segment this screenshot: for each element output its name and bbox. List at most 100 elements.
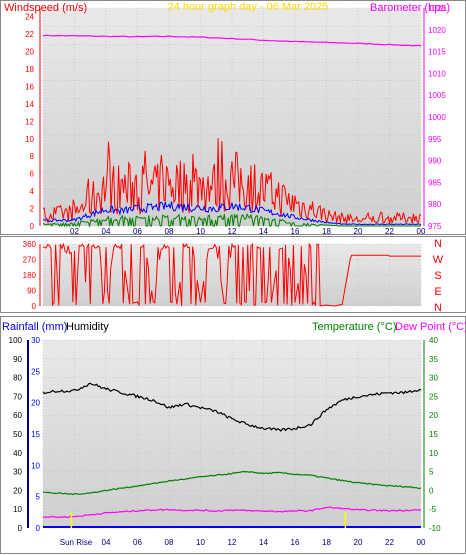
humidity-tick-label: 90 bbox=[13, 355, 22, 364]
panel1-x-tick-label: 12 bbox=[228, 227, 237, 236]
panel1-x-tick-label: 02 bbox=[70, 227, 79, 236]
panel3-x-tick-label: 08 bbox=[165, 538, 174, 547]
direction-tick-label: 90 bbox=[27, 287, 36, 296]
windspeed-tick-label: 18 bbox=[25, 65, 34, 74]
lull-series-line bbox=[42, 212, 421, 228]
temperature-series-line bbox=[42, 470, 422, 496]
panel3-x-tick-label: 18 bbox=[322, 538, 331, 547]
panel3-x-tick-label: Sun Rise bbox=[60, 538, 93, 547]
windspeed-tick-label: 10 bbox=[25, 135, 34, 144]
panel3-x-tick-label: 22 bbox=[385, 538, 394, 547]
barometer-tick-label: 1010 bbox=[428, 69, 446, 78]
direction-compass-label: S bbox=[434, 270, 441, 282]
dewpoint-axis-title: Dew Point (°C) bbox=[395, 321, 466, 333]
humidity-tick-label: 20 bbox=[13, 486, 22, 495]
rainfall-tick-label: 15 bbox=[31, 430, 40, 439]
temperature-tick-label: 20 bbox=[429, 411, 438, 420]
temperature-tick-label: 15 bbox=[429, 430, 438, 439]
windspeed-tick-label: 6 bbox=[30, 170, 35, 179]
panel1-x-tick-label: 00 bbox=[417, 227, 426, 236]
panel3-x-tick-label: 14 bbox=[259, 538, 268, 547]
direction-compass-label: W bbox=[433, 254, 444, 266]
panel1-x-tick-label: 10 bbox=[196, 227, 205, 236]
windspeed-tick-label: 4 bbox=[30, 187, 35, 196]
windspeed-tick-label: 16 bbox=[25, 82, 34, 91]
rainfall-axis-title: Rainfall (mm) bbox=[2, 321, 67, 333]
panel1-x-tick-label: 16 bbox=[291, 227, 300, 236]
barometer-tick-label: 985 bbox=[428, 178, 442, 187]
barometer-tick-label: 1025 bbox=[428, 4, 446, 13]
direction-tick-label: 180 bbox=[23, 271, 37, 280]
rainfall-tick-label: 30 bbox=[31, 336, 40, 345]
humidity-tick-label: 40 bbox=[13, 449, 22, 458]
humidity-series-line bbox=[42, 382, 422, 432]
barometer-tick-label: 975 bbox=[428, 222, 442, 231]
barometer-tick-label: 1020 bbox=[428, 26, 446, 35]
barometer-tick-label: 1015 bbox=[428, 48, 446, 57]
dewpoint-series-line bbox=[42, 506, 422, 519]
windspeed-tick-label: 20 bbox=[25, 48, 34, 57]
panel3-x-tick-label: 04 bbox=[102, 538, 111, 547]
temperature-tick-label: 40 bbox=[429, 336, 438, 345]
windspeed-tick-label: 14 bbox=[25, 100, 34, 109]
humidity-axis-title: Humidity bbox=[66, 321, 109, 333]
panel3-x-tick-label: 12 bbox=[228, 538, 237, 547]
barometer-tick-label: 1005 bbox=[428, 91, 446, 100]
barometer-tick-label: 1000 bbox=[428, 113, 446, 122]
barometer-tick-label: 990 bbox=[428, 157, 442, 166]
windspeed-tick-label: 2 bbox=[30, 205, 35, 214]
humidity-tick-label: 50 bbox=[13, 430, 22, 439]
windspeed-tick-label: 8 bbox=[30, 152, 35, 161]
humidity-tick-label: 80 bbox=[13, 374, 22, 383]
temperature-tick-label: 10 bbox=[429, 449, 438, 458]
panel3-x-tick-label: 16 bbox=[291, 538, 300, 547]
temperature-tick-label: 5 bbox=[429, 468, 434, 477]
average-series-line bbox=[42, 201, 421, 226]
rainfall-tick-label: 0 bbox=[36, 524, 41, 533]
humidity-tick-label: 100 bbox=[9, 336, 23, 345]
panel1-x-tick-label: 20 bbox=[354, 227, 363, 236]
rainfall-tick-label: 5 bbox=[36, 493, 41, 502]
panel1-x-tick-label: 06 bbox=[133, 227, 142, 236]
direction-tick-label: 360 bbox=[23, 240, 37, 249]
panel1-x-tick-label: 04 bbox=[102, 227, 111, 236]
barometer-tick-label: 995 bbox=[428, 135, 442, 144]
panel1-x-tick-label: 22 bbox=[385, 227, 394, 236]
barometer-series-line bbox=[42, 34, 422, 47]
panel3-x-tick-label: 10 bbox=[196, 538, 205, 547]
windspeed-tick-label: 12 bbox=[25, 117, 34, 126]
humidity-tick-label: 30 bbox=[13, 468, 22, 477]
temperature-tick-label: -5 bbox=[429, 505, 437, 514]
rainfall-tick-label: 20 bbox=[31, 399, 40, 408]
windspeed-tick-label: 22 bbox=[25, 30, 34, 39]
humidity-tick-label: 0 bbox=[18, 524, 23, 533]
direction-tick-label: 0 bbox=[32, 302, 37, 311]
panel1-x-tick-label: 08 bbox=[165, 227, 174, 236]
humidity-tick-label: 10 bbox=[13, 505, 22, 514]
direction-compass-label: N bbox=[434, 302, 442, 314]
barometer-tick-label: 980 bbox=[428, 200, 442, 209]
temperature-tick-label: 25 bbox=[429, 392, 438, 401]
rainfall-tick-label: 10 bbox=[31, 461, 40, 470]
temperature-tick-label: 30 bbox=[429, 374, 438, 383]
windspeed-axis-title: Windspeed (m/s) bbox=[4, 2, 87, 14]
temperature-tick-label: -10 bbox=[429, 524, 441, 533]
direction-tick-label: 270 bbox=[23, 256, 37, 265]
panel3-x-tick-label: 20 bbox=[354, 538, 363, 547]
windspeed-tick-label: 24 bbox=[25, 13, 34, 22]
panel3-x-tick-label: 00 bbox=[417, 538, 426, 547]
direction-series-line bbox=[42, 242, 421, 307]
direction-compass-label: N bbox=[434, 238, 442, 250]
gust-series-line bbox=[42, 138, 422, 225]
humidity-tick-label: 60 bbox=[13, 411, 22, 420]
barometer-axis-title: Barometer (hpa) bbox=[370, 2, 450, 14]
panel1-x-tick-label: 14 bbox=[259, 227, 268, 236]
chart-title: 24 hour graph day - 06 Mar 2025 bbox=[168, 1, 329, 13]
temperature-axis-title: Temperature (°C) bbox=[312, 321, 396, 333]
temperature-tick-label: 35 bbox=[429, 355, 438, 364]
temperature-tick-label: 0 bbox=[429, 486, 434, 495]
humidity-tick-label: 70 bbox=[13, 392, 22, 401]
direction-compass-label: E bbox=[434, 286, 441, 298]
panel1-x-tick-label: 18 bbox=[322, 227, 331, 236]
